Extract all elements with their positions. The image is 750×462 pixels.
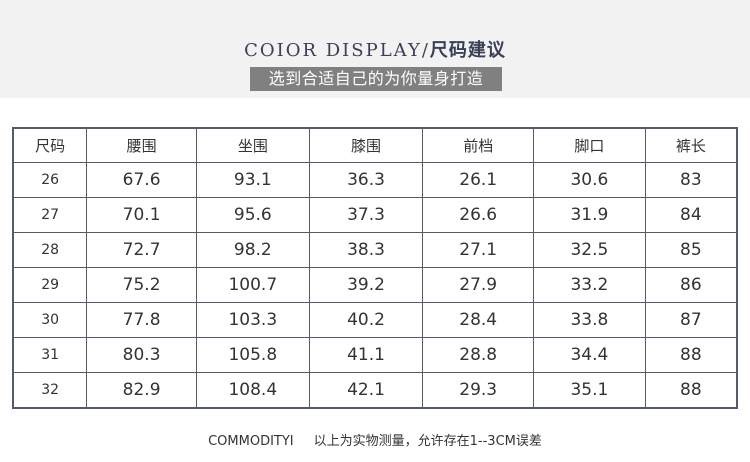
- size-table: 尺码 腰围 坐围 膝围 前档 脚口 裤长 26 67.6 93.1 36.3 26.1 30.6 83 27…: [12, 127, 738, 409]
- table-row: 31 80.3 105.8 41.1 28.8 34.4 88: [12, 337, 738, 373]
- size-cell: 30: [12, 302, 88, 338]
- table-cell: 86: [644, 267, 738, 303]
- table-cell: 72.7: [86, 232, 197, 268]
- table-row: 27 70.1 95.6 37.3 26.6 31.9 84: [12, 197, 738, 233]
- table-cell: 36.3: [308, 162, 424, 198]
- table-row: 29 75.2 100.7 39.2 27.9 33.2 86: [12, 267, 738, 303]
- table-cell: 38.3: [308, 232, 424, 268]
- table-cell: 29.3: [422, 372, 535, 409]
- table-row: 30 77.8 103.3 40.2 28.4 33.8 87: [12, 302, 738, 338]
- table-cell: 75.2: [86, 267, 197, 303]
- size-cell: 26: [12, 162, 88, 198]
- page-title: COIOR DISPLAY/尺码建议: [0, 36, 750, 62]
- table-cell: 41.1: [308, 337, 424, 373]
- table-cell: 88: [644, 372, 738, 409]
- table-cell: 82.9: [86, 372, 197, 409]
- table-cell: 33.2: [533, 267, 646, 303]
- table-cell: 93.1: [195, 162, 310, 198]
- size-cell: 31: [12, 337, 88, 373]
- table-cell: 70.1: [86, 197, 197, 233]
- table-cell: 100.7: [195, 267, 310, 303]
- footer-label: COMMODITYI: [208, 434, 294, 449]
- table-row: 28 72.7 98.2 38.3 27.1 32.5 85: [12, 232, 738, 268]
- table-cell: 40.2: [308, 302, 424, 338]
- column-header: 脚口: [533, 127, 646, 163]
- table-cell: 39.2: [308, 267, 424, 303]
- table-cell: 77.8: [86, 302, 197, 338]
- table-row: 26 67.6 93.1 36.3 26.1 30.6 83: [12, 162, 738, 198]
- table-cell: 34.4: [533, 337, 646, 373]
- table-cell: 26.6: [422, 197, 535, 233]
- table-cell: 30.6: [533, 162, 646, 198]
- table-cell: 32.5: [533, 232, 646, 268]
- table-cell: 28.8: [422, 337, 535, 373]
- table-cell: 83: [644, 162, 738, 198]
- column-header: 膝围: [308, 127, 424, 163]
- title-english: COIOR DISPLAY/: [244, 40, 430, 61]
- table-cell: 27.9: [422, 267, 535, 303]
- table-cell: 98.2: [195, 232, 310, 268]
- table-cell: 105.8: [195, 337, 310, 373]
- table-cell: 37.3: [308, 197, 424, 233]
- table-cell: 42.1: [308, 372, 424, 409]
- table-cell: 67.6: [86, 162, 197, 198]
- column-header: 腰围: [86, 127, 197, 163]
- table-cell: 35.1: [533, 372, 646, 409]
- footer-note: COMMODITYI 以上为实物测量，允许存在1--3CM误差: [0, 430, 750, 449]
- table-cell: 31.9: [533, 197, 646, 233]
- size-cell: 32: [12, 372, 88, 409]
- table-row: 32 82.9 108.4 42.1 29.3 35.1 88: [12, 372, 738, 409]
- column-header: 前档: [422, 127, 535, 163]
- column-header: 坐围: [195, 127, 310, 163]
- table-cell: 84: [644, 197, 738, 233]
- column-header: 尺码: [12, 127, 88, 163]
- footer-text: 以上为实物测量，允许存在1--3CM误差: [313, 434, 542, 449]
- table-cell: 33.8: [533, 302, 646, 338]
- table-cell: 88: [644, 337, 738, 373]
- table-cell: 103.3: [195, 302, 310, 338]
- table-cell: 108.4: [195, 372, 310, 409]
- title-chinese: 尺码建议: [429, 40, 506, 61]
- table-cell: 87: [644, 302, 738, 338]
- table-cell: 85: [644, 232, 738, 268]
- subtitle-banner: 选到合适自己的为你量身打造: [250, 67, 502, 91]
- size-cell: 28: [12, 232, 88, 268]
- header-row: 尺码 腰围 坐围 膝围 前档 脚口 裤长: [12, 127, 738, 163]
- table-cell: 95.6: [195, 197, 310, 233]
- table-cell: 27.1: [422, 232, 535, 268]
- table-cell: 28.4: [422, 302, 535, 338]
- table-cell: 80.3: [86, 337, 197, 373]
- column-header: 裤长: [644, 127, 738, 163]
- table-cell: 26.1: [422, 162, 535, 198]
- size-cell: 29: [12, 267, 88, 303]
- size-cell: 27: [12, 197, 88, 233]
